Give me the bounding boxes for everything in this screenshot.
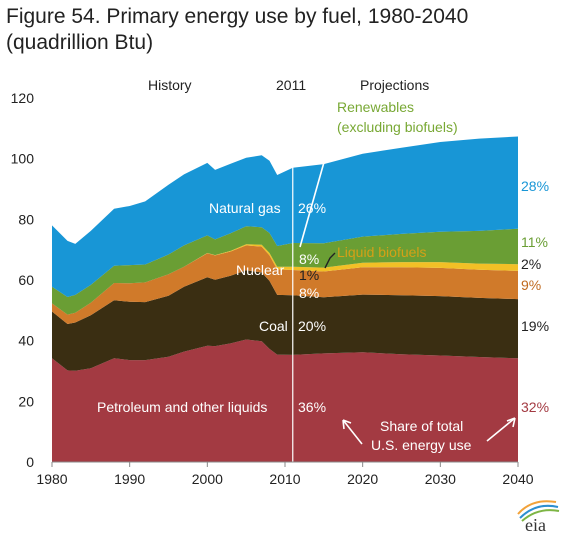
petroleum-label: Petroleum and other liquids (97, 399, 267, 415)
renewables-label-line1: Renewables (337, 99, 414, 115)
petroleum-share-2011: 36% (298, 399, 326, 415)
x-tick-label: 2010 (269, 471, 300, 487)
y-tick-label: 40 (18, 333, 34, 349)
coal-share-2040: 19% (521, 318, 549, 334)
petroleum-share-2040: 32% (521, 399, 549, 415)
natural-gas-share-2011: 26% (298, 200, 326, 216)
renewables-share-2011: 8% (299, 251, 319, 267)
nuclear-share-2011: 8% (299, 285, 319, 301)
natural-gas-label: Natural gas (209, 200, 281, 216)
x-tick-label: 1980 (36, 471, 67, 487)
area-coal (52, 270, 518, 371)
y-tick-label: 100 (11, 151, 35, 167)
chart-title-block: Figure 54. Primary energy use by fuel, 1… (6, 4, 566, 56)
nuclear-label: Nuclear (236, 262, 285, 278)
x-tick-label: 1990 (114, 471, 145, 487)
year-2011-label: 2011 (276, 77, 306, 93)
share-note-line2: U.S. energy use (371, 437, 472, 453)
area-petroleum (52, 339, 518, 462)
liquid-biofuels-label: Liquid biofuels (337, 244, 427, 260)
share-note-line1: Share of total (380, 418, 463, 434)
eia-logo-text: eia (525, 515, 546, 534)
renewables-label-line2: (excluding biofuels) (337, 119, 458, 135)
eia-logo-swoosh-green (521, 509, 560, 522)
chart-title: Figure 54. Primary energy use by fuel, 1… (6, 5, 469, 28)
nuclear-share-2040: 9% (521, 277, 541, 293)
coal-share-2011: 20% (298, 318, 326, 334)
eia-logo-swoosh-blue (519, 504, 559, 519)
x-axis-ticks: 1980 1990 2000 2010 2020 2030 2040 (36, 462, 534, 487)
eia-logo: eia (517, 500, 560, 534)
x-tick-label: 2030 (425, 471, 456, 487)
y-tick-label: 60 (18, 272, 34, 288)
renewables-pointer (299, 140, 331, 248)
area-renewables (52, 226, 518, 315)
area-nuclear (52, 245, 518, 324)
share-note-left-arrow (342, 419, 363, 445)
y-tick-label: 20 (18, 393, 34, 409)
y-tick-label: 120 (11, 90, 35, 106)
y-tick-label: 80 (18, 211, 34, 227)
liquid-biofuels-share-2040: 2% (521, 256, 541, 272)
liquid-biofuels-share-2011: 1% (299, 267, 319, 283)
area-natural-gas (52, 136, 518, 297)
y-tick-label: 0 (26, 454, 34, 470)
projections-label: Projections (360, 77, 429, 93)
liquid-biofuels-pointer (324, 252, 336, 269)
share-note-right-arrow (486, 417, 516, 442)
renewables-share-2040: 11% (521, 234, 548, 250)
history-label: History (148, 77, 192, 93)
x-tick-label: 2020 (347, 471, 378, 487)
x-tick-label: 2040 (502, 471, 533, 487)
eia-logo-swoosh-orange (517, 500, 557, 515)
coal-label: Coal (259, 318, 288, 334)
area-layers (52, 136, 518, 462)
x-tick-label: 2000 (192, 471, 223, 487)
y-axis-ticks: 0 20 40 60 80 100 120 (11, 90, 35, 470)
chart-subtitle: (quadrillion Btu) (6, 31, 154, 54)
natural-gas-share-2040: 28% (521, 178, 549, 194)
